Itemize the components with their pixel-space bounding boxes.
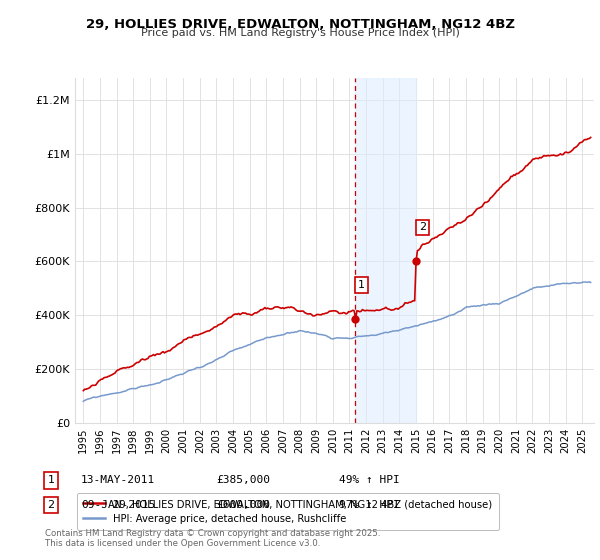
Text: 1: 1 <box>358 280 365 290</box>
Text: £600,000: £600,000 <box>216 500 270 510</box>
Text: 49% ↑ HPI: 49% ↑ HPI <box>339 475 400 486</box>
Legend: 29, HOLLIES DRIVE, EDWALTON, NOTTINGHAM, NG12 4BZ (detached house), HPI: Average: 29, HOLLIES DRIVE, EDWALTON, NOTTINGHAM,… <box>77 493 499 530</box>
Text: Price paid vs. HM Land Registry's House Price Index (HPI): Price paid vs. HM Land Registry's House … <box>140 28 460 38</box>
Text: 09-JAN-2015: 09-JAN-2015 <box>81 500 155 510</box>
Text: 2: 2 <box>47 500 55 510</box>
Bar <box>355 78 416 423</box>
Text: 2: 2 <box>419 222 426 232</box>
Text: 1: 1 <box>47 475 55 486</box>
Text: 29, HOLLIES DRIVE, EDWALTON, NOTTINGHAM, NG12 4BZ: 29, HOLLIES DRIVE, EDWALTON, NOTTINGHAM,… <box>86 18 515 31</box>
Text: 13-MAY-2011: 13-MAY-2011 <box>81 475 155 486</box>
Text: £385,000: £385,000 <box>216 475 270 486</box>
Text: Contains HM Land Registry data © Crown copyright and database right 2025.: Contains HM Land Registry data © Crown c… <box>45 529 380 538</box>
Text: 97% ↑ HPI: 97% ↑ HPI <box>339 500 400 510</box>
Text: This data is licensed under the Open Government Licence v3.0.: This data is licensed under the Open Gov… <box>45 539 320 548</box>
